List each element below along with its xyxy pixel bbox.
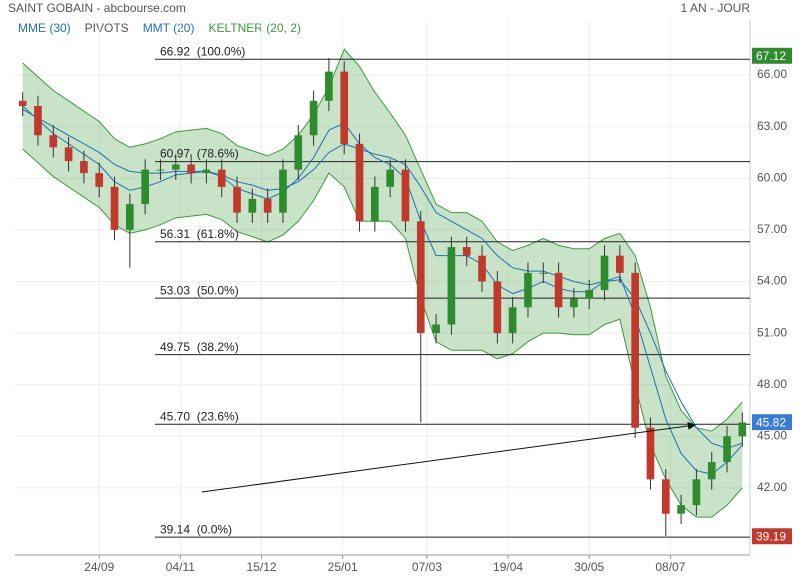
y-tick-label: 51.00	[757, 325, 787, 339]
candle-body	[432, 324, 440, 334]
keltner-lower	[22, 148, 743, 518]
price-badge	[752, 528, 792, 545]
fib-label: 39.14 (0.0%)	[160, 522, 232, 536]
trendline	[201, 421, 696, 493]
candle-body	[325, 71, 333, 101]
candle-body	[692, 479, 701, 506]
x-tick-label: 19/04	[493, 560, 523, 574]
candle-body	[110, 186, 119, 230]
candle-body	[524, 272, 532, 308]
keltner-band	[22, 49, 743, 518]
candle-body	[263, 198, 272, 213]
candle-body	[233, 186, 241, 213]
candle-body	[64, 147, 73, 162]
candle-body	[585, 290, 594, 299]
candle-body	[340, 71, 349, 144]
price-badge-label: 45.82	[756, 415, 786, 429]
candle-body	[202, 169, 211, 174]
y-tick-label: 66.00	[757, 67, 787, 81]
fib-label: 45.70 (23.6%)	[160, 409, 239, 423]
keltner-upper	[22, 48, 743, 432]
candle-body	[80, 161, 88, 174]
legend-entry: MMT (20)	[143, 21, 195, 35]
x-tick-label: 04/11	[166, 560, 195, 574]
candle-body	[371, 186, 379, 222]
chart-title: SAINT GOBAIN - abcbourse.com	[8, 1, 186, 15]
y-tick-label: 63.00	[757, 119, 787, 133]
fib-label: 66.92 (100.0%)	[160, 44, 245, 58]
price-badge	[752, 47, 792, 64]
candle-body	[554, 272, 563, 308]
candle-body	[156, 169, 165, 171]
candle-body	[447, 247, 456, 325]
price-badge-label: 67.12	[756, 49, 786, 63]
candle-body	[34, 106, 42, 136]
x-tick-label: 24/09	[84, 560, 114, 574]
candle-body	[126, 204, 134, 230]
candle-body	[493, 281, 502, 334]
y-tick-label: 60.00	[757, 170, 787, 184]
y-tick-label: 45.00	[757, 428, 787, 442]
fib-label: 60.97 (78.6%)	[160, 147, 239, 161]
legend-entry: PIVOTS	[85, 21, 129, 35]
period: 1 AN - JOUR	[681, 1, 751, 15]
candle-body	[631, 272, 639, 428]
fib-label: 56.31 (61.8%)	[160, 227, 239, 241]
fib-label: 53.03 (50.0%)	[160, 283, 239, 297]
legend-entry: MME (30)	[18, 21, 71, 35]
candle-body	[416, 221, 425, 334]
y-tick-label: 48.00	[757, 377, 787, 391]
price-badge-label: 39.19	[756, 529, 786, 543]
candle-body	[187, 164, 195, 174]
candle-body	[478, 255, 486, 282]
candle-body	[661, 479, 670, 514]
candle-body	[18, 100, 27, 107]
candle-body	[646, 427, 655, 480]
candle-body	[600, 255, 609, 291]
candle-body	[171, 164, 180, 170]
price-badge	[752, 414, 792, 431]
x-tick-label: 15/12	[247, 560, 277, 574]
x-tick-label: 07/03	[412, 560, 442, 574]
candle-body	[462, 247, 471, 256]
candle-body	[508, 307, 517, 334]
candle-body	[570, 298, 578, 308]
candle-body	[294, 135, 303, 170]
x-tick-label: 08/07	[655, 560, 685, 574]
candle-body	[723, 436, 731, 463]
candle-body	[309, 100, 318, 136]
fib-label: 49.75 (38.2%)	[160, 340, 239, 354]
candle-body	[738, 422, 747, 437]
candle-body	[707, 462, 716, 480]
candle-body	[217, 169, 226, 187]
candle-body	[141, 169, 149, 205]
y-tick-label: 42.00	[757, 480, 787, 494]
candle-body	[49, 135, 58, 148]
y-tick-label: 54.00	[757, 274, 787, 288]
candle-body	[386, 169, 394, 187]
candle-body	[677, 505, 685, 514]
y-tick-label: 57.00	[757, 222, 787, 236]
legend-entry: KELTNER (20, 2)	[208, 21, 300, 35]
candle-body	[279, 169, 287, 213]
candle-body	[539, 272, 548, 274]
candle-body	[401, 169, 410, 222]
candle-body	[95, 173, 104, 187]
candle-body	[616, 255, 624, 273]
x-tick-label: 30/05	[574, 560, 604, 574]
candle-body	[355, 143, 364, 222]
x-tick-label: 25/01	[328, 560, 358, 574]
candle-body	[248, 198, 257, 213]
